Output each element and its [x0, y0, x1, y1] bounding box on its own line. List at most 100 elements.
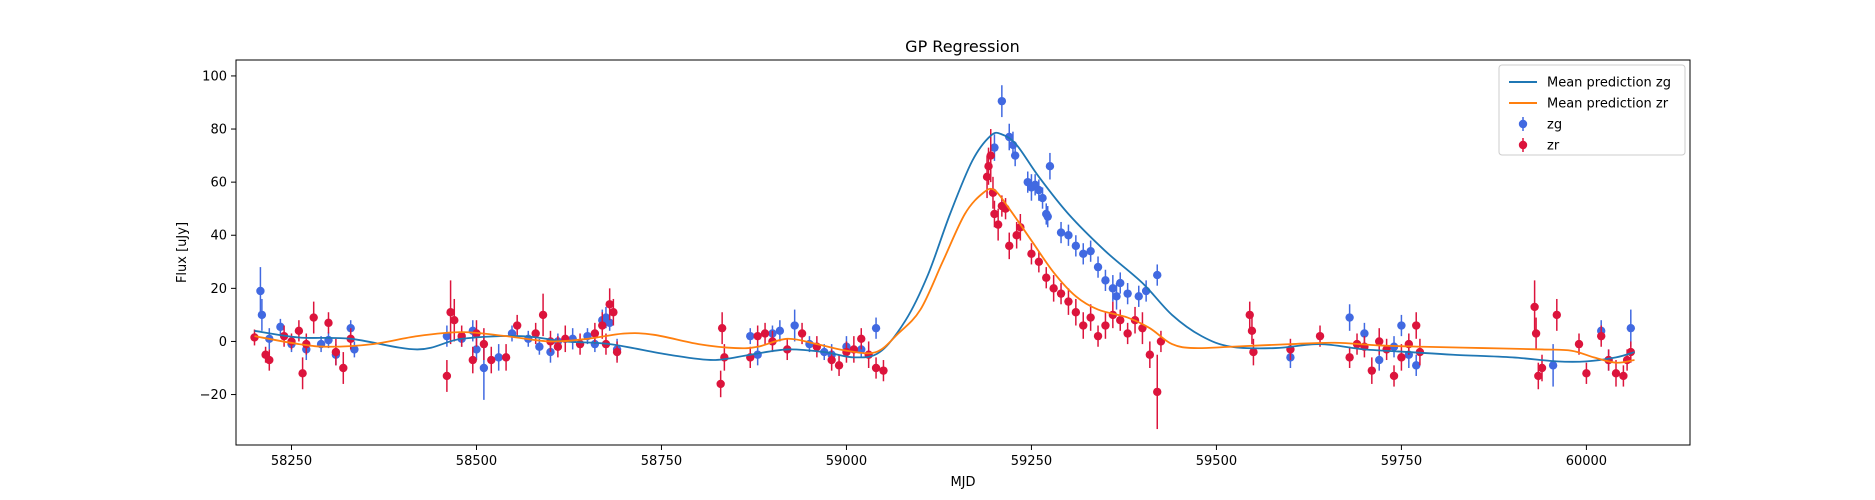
data-point	[1397, 321, 1405, 329]
data-point	[1534, 372, 1542, 380]
data-point	[1549, 361, 1557, 369]
data-point	[1532, 329, 1540, 337]
data-point	[1530, 303, 1538, 311]
y-tick-label: 80	[210, 123, 227, 138]
data-point	[1057, 228, 1065, 236]
x-tick-label: 58500	[456, 454, 497, 469]
x-tick-label: 59750	[1381, 454, 1422, 469]
data-point	[1049, 284, 1057, 292]
data-point	[535, 343, 543, 351]
data-point	[994, 220, 1002, 228]
legend-label: zg	[1547, 118, 1562, 133]
data-point	[613, 348, 621, 356]
data-point	[1005, 242, 1013, 250]
data-point	[1072, 308, 1080, 316]
data-point	[446, 308, 454, 316]
x-tick-label: 58750	[641, 454, 682, 469]
data-point	[1412, 321, 1420, 329]
data-point	[835, 361, 843, 369]
data-point	[450, 316, 458, 324]
legend: Mean prediction zg Mean prediction zr zg zr	[1499, 65, 1685, 155]
data-point	[1146, 351, 1154, 359]
data-point	[513, 321, 521, 329]
data-point	[872, 364, 880, 372]
data-point	[990, 143, 998, 151]
data-point	[1011, 151, 1019, 159]
data-point	[1153, 271, 1161, 279]
data-point	[287, 337, 295, 345]
x-tick-label: 59000	[826, 454, 867, 469]
data-point	[295, 327, 303, 335]
data-point	[1086, 247, 1094, 255]
data-point	[790, 321, 798, 329]
legend-label: zr	[1547, 139, 1560, 154]
data-point	[256, 287, 264, 295]
data-point	[324, 319, 332, 327]
data-point	[309, 313, 317, 321]
data-point	[469, 356, 477, 364]
data-point	[987, 151, 995, 159]
data-point	[1064, 297, 1072, 305]
plot-background	[236, 60, 1690, 445]
legend-swatch-marker	[1519, 120, 1527, 128]
data-point	[554, 343, 562, 351]
plot-area	[236, 60, 1690, 445]
data-point	[776, 327, 784, 335]
chart-title: GP Regression	[905, 37, 1020, 56]
data-point	[1079, 321, 1087, 329]
data-point	[1412, 361, 1420, 369]
data-point	[258, 311, 266, 319]
data-point	[1094, 332, 1102, 340]
x-tick-label: 60000	[1566, 454, 1607, 469]
y-tick-label: 20	[210, 282, 227, 297]
data-point	[879, 366, 887, 374]
data-point	[1619, 372, 1627, 380]
data-point	[983, 173, 991, 181]
data-point	[598, 321, 606, 329]
data-point	[1627, 324, 1635, 332]
y-tick-label: 60	[210, 176, 227, 191]
data-point	[827, 356, 835, 364]
data-point	[1390, 372, 1398, 380]
y-tick-label: 100	[202, 69, 227, 84]
legend-label: Mean prediction zg	[1547, 76, 1671, 91]
data-point	[1153, 388, 1161, 396]
data-point	[1101, 276, 1109, 284]
data-point	[576, 340, 584, 348]
data-point	[798, 329, 806, 337]
data-point	[716, 380, 724, 388]
data-point	[339, 364, 347, 372]
data-point	[1042, 274, 1050, 282]
data-point	[1046, 162, 1054, 170]
data-point	[1345, 313, 1353, 321]
data-point	[480, 364, 488, 372]
data-point	[480, 340, 488, 348]
data-point	[1116, 279, 1124, 287]
data-point	[1057, 289, 1065, 297]
x-tick-label: 59500	[1196, 454, 1237, 469]
data-point	[591, 329, 599, 337]
data-point	[1064, 231, 1072, 239]
y-tick-label: 40	[210, 229, 227, 244]
y-axis-label: Flux [uJy]	[175, 222, 190, 283]
data-point	[494, 353, 502, 361]
data-point	[1079, 250, 1087, 258]
data-point	[1116, 316, 1124, 324]
data-point	[1044, 212, 1052, 220]
data-point	[998, 97, 1006, 105]
data-point	[1316, 332, 1324, 340]
y-tick-label: −20	[200, 388, 227, 403]
data-point	[1109, 284, 1117, 292]
data-point	[1112, 292, 1120, 300]
data-point	[1553, 311, 1561, 319]
data-point	[487, 356, 495, 364]
y-tick-label: 0	[219, 335, 227, 350]
data-point	[1094, 263, 1102, 271]
data-point	[1038, 194, 1046, 202]
data-point	[1375, 356, 1383, 364]
data-point	[1123, 329, 1131, 337]
data-point	[1538, 364, 1546, 372]
legend-label: Mean prediction zr	[1547, 97, 1669, 112]
data-point	[1027, 250, 1035, 258]
